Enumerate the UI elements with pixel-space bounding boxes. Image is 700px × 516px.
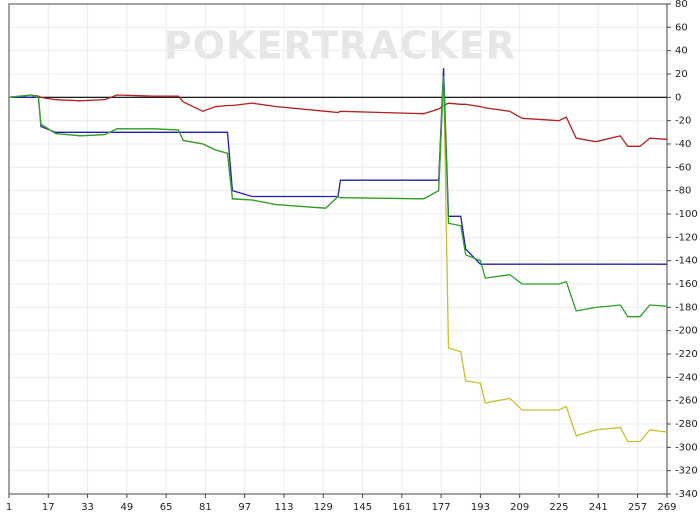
x-tick-label: 241: [589, 502, 608, 513]
y-tick-label: -260: [675, 396, 698, 407]
y-tick-label: -140: [675, 256, 698, 267]
x-tick-label: 33: [81, 502, 94, 513]
y-tick-label: -280: [675, 419, 698, 430]
y-tick-label: -180: [675, 302, 698, 313]
y-tick-label: -300: [675, 442, 698, 453]
y-tick-label: -60: [675, 162, 691, 173]
x-tick-label: 269: [657, 502, 676, 513]
x-tick-label: 81: [199, 502, 212, 513]
series-line: [8, 94, 668, 147]
y-tick-label: -240: [675, 372, 698, 383]
x-tick-label: 225: [549, 502, 568, 513]
x-tick-label: 257: [628, 502, 647, 513]
y-tick-label: -160: [675, 279, 698, 290]
series-line: [8, 76, 668, 318]
series-line: [8, 76, 668, 443]
x-tick-label: 97: [238, 502, 251, 513]
watermark: POKERTRACKER: [164, 24, 516, 68]
y-tick-label: 40: [675, 46, 688, 57]
y-tick-label: 0: [675, 92, 681, 103]
y-tick-label: 60: [675, 22, 688, 33]
y-tick-label: -100: [675, 209, 698, 220]
x-tick-label: 129: [314, 502, 333, 513]
y-tick-label: 80: [675, 0, 688, 10]
y-tick-label: -320: [675, 466, 698, 477]
y-tick-label: -200: [675, 326, 698, 337]
y-tick-label: 20: [675, 69, 688, 80]
y-tick-label: -80: [675, 186, 691, 197]
y-tick-label: -120: [675, 232, 698, 243]
x-tick-label: 193: [471, 502, 490, 513]
x-tick-label: 161: [392, 502, 411, 513]
x-tick-label: 49: [120, 502, 133, 513]
x-tick-label: 65: [160, 502, 173, 513]
plot-frame: [8, 3, 668, 495]
x-tick-label: 209: [510, 502, 529, 513]
x-tick-label: 17: [42, 502, 55, 513]
y-tick-label: -220: [675, 349, 698, 360]
x-tick-label: 1: [6, 502, 12, 513]
x-tick-label: 145: [353, 502, 372, 513]
x-tick-label: 113: [274, 502, 293, 513]
x-tick-label: 177: [432, 502, 451, 513]
y-tick-label: -340: [675, 489, 698, 500]
y-tick-label: -20: [675, 116, 691, 127]
y-tick-label: -40: [675, 139, 691, 150]
